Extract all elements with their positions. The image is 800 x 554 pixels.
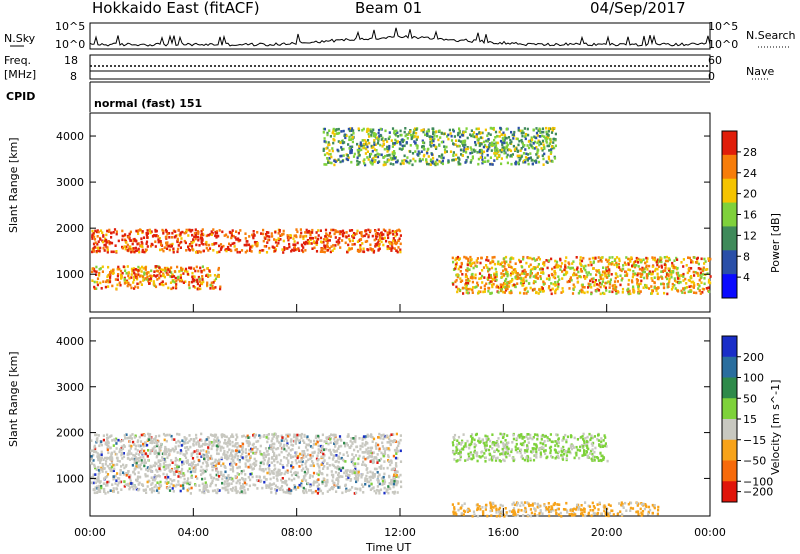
beam-label: Beam 01 [355,0,423,17]
cbtick-label-1-0: 200 [743,351,764,364]
nsearch-tick-bottom: 10^0 [708,38,739,51]
cbtick-label-0-0: 4 [743,271,750,284]
ytick-label-1-1000: 1000 [56,472,84,485]
panel-1-feature-0 [90,432,403,495]
cbtick-label-0-1: 8 [743,250,750,263]
panel-0-feature-2 [322,126,557,167]
nave-tick-top: 60 [708,54,722,67]
power-colorbar-label: Power [dB] [769,213,782,273]
colorbar-0-seg-1 [722,154,737,180]
freq-label: Freq. [4,54,32,67]
panel-1-feature-2 [451,432,609,463]
cbtick-label-1-6: −100 [743,475,773,488]
ytick-label-0-1000: 1000 [56,268,84,281]
colorbar-0-seg-2 [722,178,737,204]
colorbar-0-seg-0 [722,131,737,156]
nsky-tick-bottom: 10^0 [55,38,86,51]
xtick-label-2: 08:00 [281,526,313,539]
xtick-label-4: 16:00 [487,526,519,539]
xtick-label-3: 12:00 [384,526,416,539]
nsky-frame [89,22,711,50]
cbtick-label-1-1: 100 [743,372,764,385]
cpid-label: CPID [6,90,36,103]
nsearch-tick-top: 10^5 [708,20,739,33]
xtick-label-6: 00:00 [694,526,726,539]
freq-unit-label: [MHz] [4,68,37,81]
ytick-label-0-2000: 2000 [56,222,84,235]
colorbar-0-seg-5 [722,250,737,275]
ytick-label-0-4000: 4000 [56,130,84,143]
station-title: Hokkaido East (fitACF) [92,0,260,17]
colorbar-1-seg-4 [722,419,737,441]
cbtick-label-1-4: −15 [743,434,766,447]
panel-0-feature-3 [451,255,712,296]
colorbar-1-seg-2 [722,377,737,399]
cbtick-label-1-3: 15 [743,413,757,426]
velocity-colorbar-label: Velocity [m s^-1] [769,379,782,475]
freq-tick-top: 18 [64,54,78,67]
panel-0-feature-1 [90,265,222,291]
cbtick-label-1-7: −200 [743,486,773,499]
colorbar-0-seg-3 [722,202,737,227]
nsky-label: N.Sky [4,32,36,45]
colorbar-1-seg-7 [722,481,737,503]
xtick-label-0: 00:00 [74,526,106,539]
date-label: 04/Sep/2017 [590,0,686,17]
xtick-label-5: 20:00 [591,526,623,539]
ytick-label-1-4000: 4000 [56,335,84,348]
cbtick-label-0-3: 16 [743,209,757,222]
colorbar-1-seg-0 [722,336,737,358]
panel-0-feature-0 [91,228,402,254]
x-axis-label: Time UT [366,541,412,554]
ytick-label-1-2000: 2000 [56,427,84,440]
power-ylabel: Slant Range [km] [7,137,20,233]
nsky-trace [89,27,711,47]
xtick-label-1: 04:00 [177,526,209,539]
nsearch-label: N.Search [746,29,796,42]
cbtick-label-0-2: 12 [743,229,757,242]
cbtick-label-0-5: 24 [743,167,757,180]
colorbar-1-seg-1 [722,356,737,378]
cbtick-label-1-2: 50 [743,392,757,405]
nave-label: Nave [746,65,775,78]
colorbar-1-seg-3 [722,398,737,420]
nsky-tick-top: 10^5 [55,20,86,33]
cbtick-label-1-5: −50 [743,455,766,468]
cbtick-label-0-4: 20 [743,188,757,201]
nave-tick-bottom: 0 [708,70,715,83]
colorbar-1-seg-6 [722,460,737,482]
cpid-text: normal (fast) 151 [94,97,203,110]
colorbar-0-seg-6 [722,274,737,299]
velocity-ylabel: Slant Range [km] [7,351,20,447]
freq-frame [89,54,711,80]
colorbar-1-seg-5 [722,439,737,461]
colorbar-0-seg-4 [722,226,737,251]
ytick-label-1-3000: 3000 [56,381,84,394]
freq-tick-bottom: 8 [70,70,77,83]
ytick-label-0-3000: 3000 [56,176,84,189]
cbtick-label-0-6: 28 [743,146,757,159]
